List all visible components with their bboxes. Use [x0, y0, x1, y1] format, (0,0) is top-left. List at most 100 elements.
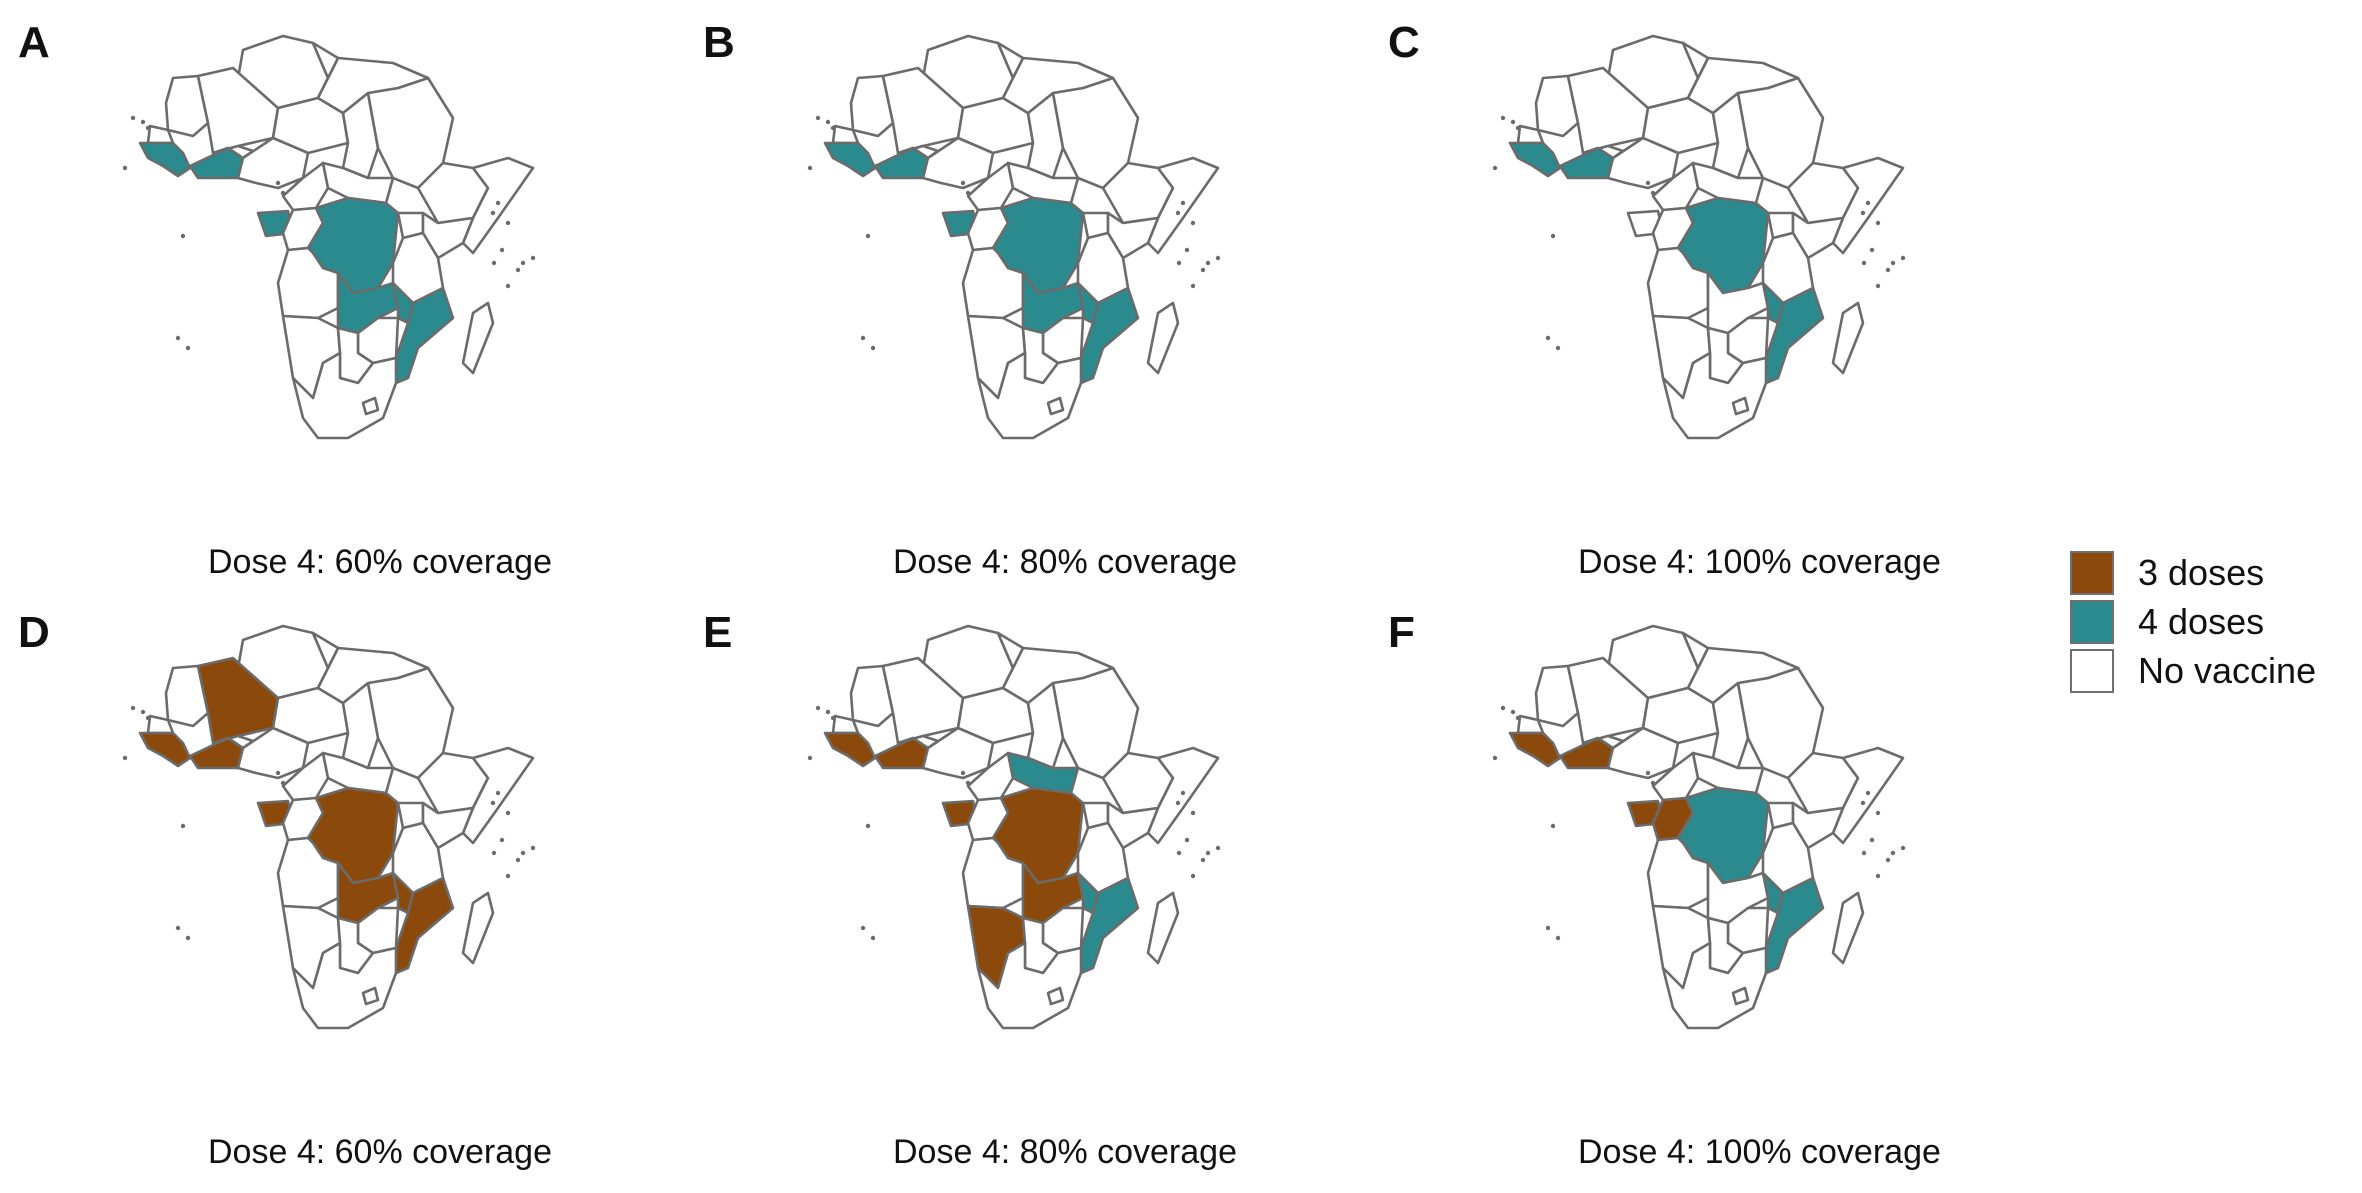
island-dot: [830, 125, 836, 131]
country-zambia: [1021, 271, 1085, 335]
legend-item-four-doses: 4 doses: [2070, 597, 2316, 646]
island-dot: [1190, 283, 1196, 289]
island-dot: [1205, 260, 1211, 266]
island-dot: [505, 220, 511, 226]
island-dot: [1515, 715, 1521, 721]
island-dot: [1175, 800, 1181, 806]
country-mozambique: [394, 286, 455, 385]
legend-label: 3 doses: [2138, 551, 2265, 593]
island-dot: [807, 165, 813, 171]
island-dot: [520, 260, 526, 266]
country-car: [321, 751, 395, 795]
island-dot: [1200, 857, 1206, 863]
island-dot: [505, 283, 511, 289]
island-dot: [515, 857, 521, 863]
island-dot: [1190, 220, 1196, 226]
island-dot: [1900, 255, 1906, 261]
africa-map: [1492, 624, 1906, 1030]
island-dot: [491, 850, 497, 856]
africa-map: [807, 34, 1221, 440]
country-somalia: [461, 156, 535, 255]
island-dot: [1650, 780, 1656, 786]
island-dot: [960, 770, 966, 776]
island-dot: [1550, 823, 1556, 829]
island-dot: [1875, 810, 1881, 816]
island-dot: [495, 790, 501, 796]
country-malawi: [1076, 281, 1100, 325]
island-dot: [1175, 210, 1181, 216]
island-dot: [1555, 345, 1561, 351]
country-nigeria: [921, 726, 995, 780]
panel-letter: D: [18, 608, 50, 657]
island-dot: [1215, 845, 1221, 851]
island-dot: [1875, 283, 1881, 289]
country-libya: [311, 631, 340, 670]
island-dot: [1200, 267, 1206, 273]
island-dot: [530, 845, 536, 851]
country-madagascar: [461, 301, 495, 375]
panel-caption: Dose 4: 60% coverage: [208, 1133, 552, 1171]
country-car: [1691, 161, 1765, 205]
africa-map: [122, 34, 536, 440]
country-west-coast: [1508, 731, 1562, 768]
country-lesotho: [361, 986, 380, 1006]
island-dot: [180, 823, 186, 829]
island-dot: [515, 267, 521, 273]
island-dot: [1869, 837, 1875, 843]
country-west-coast: [1508, 141, 1562, 178]
island-dot: [275, 770, 281, 776]
country-malawi: [1761, 871, 1785, 915]
country-nigeria: [1606, 726, 1680, 780]
country-mali: [1566, 656, 1650, 745]
country-egypt: [1001, 646, 1115, 705]
island-dot: [1176, 850, 1182, 856]
country-car: [321, 161, 395, 205]
island-dot: [1545, 925, 1551, 931]
island-dot: [499, 837, 505, 843]
island-dot: [1865, 790, 1871, 796]
africa-map: [1492, 34, 1906, 440]
island-dot: [175, 925, 181, 931]
island-dot: [870, 935, 876, 941]
island-dot: [1860, 210, 1866, 216]
island-dot: [1860, 800, 1866, 806]
legend-swatch-no-vaccine: [2070, 648, 2114, 693]
country-somalia: [1831, 156, 1905, 255]
island-dot: [1492, 165, 1498, 171]
country-madagascar: [1146, 891, 1180, 965]
island-dot: [180, 233, 186, 239]
country-lesotho: [1046, 986, 1065, 1006]
country-libya: [1681, 41, 1710, 80]
island-dot: [1861, 260, 1867, 266]
island-dot: [122, 755, 128, 761]
island-dot: [960, 180, 966, 186]
island-dot: [499, 247, 505, 253]
island-dot: [520, 850, 526, 856]
island-dot: [280, 190, 286, 196]
island-dot: [1510, 119, 1516, 125]
island-dot: [140, 119, 146, 125]
country-zambia: [336, 861, 400, 925]
island-dot: [1861, 850, 1867, 856]
country-zambia: [336, 271, 400, 335]
country-mozambique: [394, 876, 455, 975]
island-dot: [1510, 709, 1516, 715]
island-dot: [122, 165, 128, 171]
island-dot: [130, 705, 136, 711]
country-mozambique: [1764, 286, 1825, 385]
country-nigeria: [236, 726, 310, 780]
island-dot: [130, 115, 136, 121]
island-dot: [1645, 180, 1651, 186]
panel-c: C Dose 4: 100% coverage: [1388, 18, 2008, 603]
island-dot: [1645, 770, 1651, 776]
island-dot: [1180, 790, 1186, 796]
country-west-coast: [138, 731, 192, 768]
country-west-coast: [823, 731, 877, 768]
country-nigeria: [921, 136, 995, 190]
island-dot: [495, 200, 501, 206]
island-dot: [1184, 247, 1190, 253]
country-somalia: [1146, 746, 1220, 845]
island-dot: [1900, 845, 1906, 851]
island-dot: [1176, 260, 1182, 266]
island-dot: [807, 755, 813, 761]
